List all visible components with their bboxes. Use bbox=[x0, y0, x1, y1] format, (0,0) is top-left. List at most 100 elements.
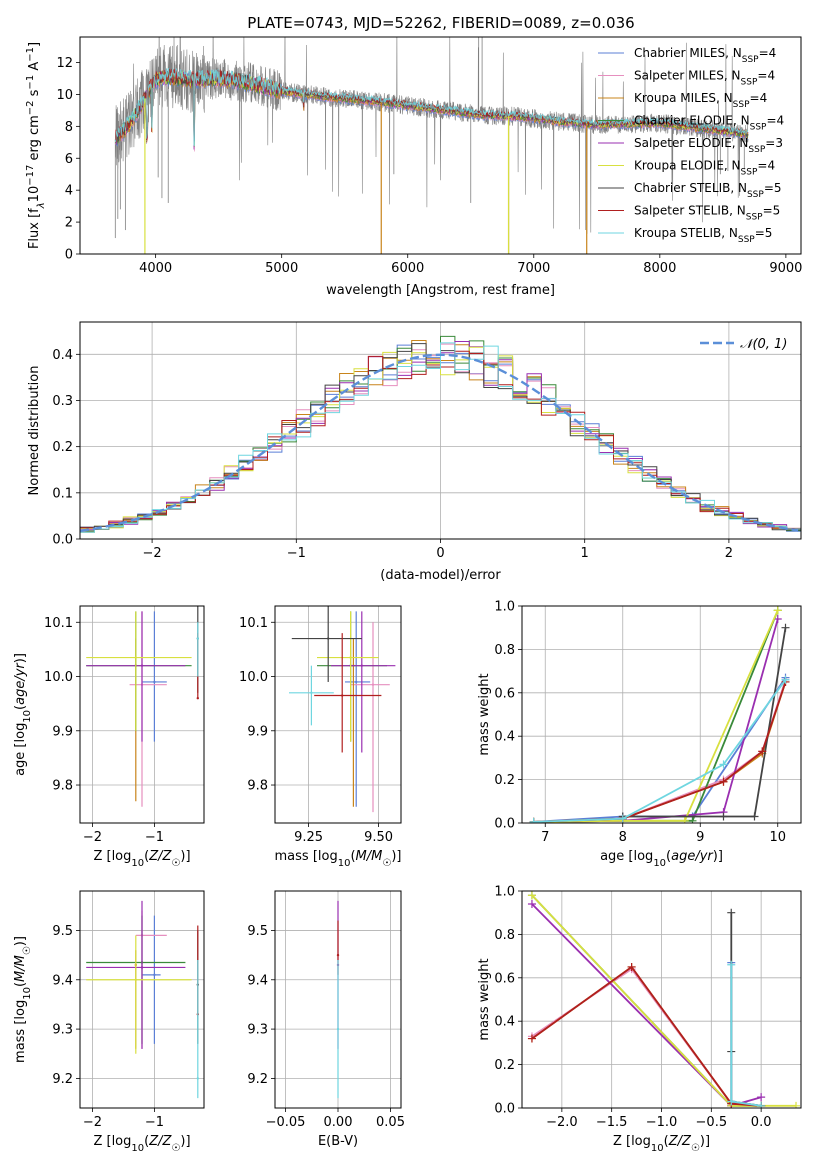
y-tick-label: 10.1 bbox=[44, 616, 73, 631]
x-axis-label-part: Z/Z bbox=[148, 849, 172, 864]
x-tick-label: 9 bbox=[696, 830, 704, 845]
legend-label-text: Chabrier MILES, N bbox=[634, 46, 742, 60]
legend-label-n: =4 bbox=[757, 159, 775, 173]
axes-frame bbox=[79, 605, 205, 824]
point-8 bbox=[310, 691, 313, 694]
y-tick-label: 0.0 bbox=[494, 817, 515, 832]
weight-marker-7 bbox=[719, 777, 728, 786]
y-axis-label-part: 10 bbox=[27, 186, 42, 203]
legend-label-2: Kroupa MILES, NSSP=4 bbox=[634, 91, 767, 110]
y-axis-label-part: )] bbox=[13, 653, 28, 663]
x-axis-label-part: ( bbox=[666, 849, 671, 864]
y-axis-label-part: age/yr bbox=[13, 662, 28, 705]
y-axis-label-part: ( bbox=[13, 982, 28, 987]
weight-marker-4 bbox=[527, 900, 536, 909]
y-tick-label: 0.4 bbox=[494, 730, 515, 745]
legend-label-0: Chabrier MILES, NSSP=4 bbox=[634, 46, 776, 65]
y-tick-label: 6 bbox=[65, 152, 73, 167]
weight-line-0 bbox=[533, 677, 787, 823]
plot-area-age_vs_Z bbox=[86, 606, 199, 807]
y-tick-label: 9.9 bbox=[247, 724, 268, 739]
y-axis-label-part: ( bbox=[13, 705, 28, 710]
panel-weight_vs_Z: −2.0 −1.5 −1.0 −0.5 0.0 0.0 0.2 0.4 0.6 0.8 1.0 Z [… bbox=[477, 885, 802, 1154]
x-axis-label-part: ☉ bbox=[382, 858, 391, 869]
x-axis-label-part: ☉ bbox=[691, 1143, 700, 1154]
y-axis-label-part: 10 bbox=[22, 710, 33, 723]
y-tick-label: 9.8 bbox=[247, 779, 268, 794]
weight-line-6 bbox=[622, 627, 787, 818]
y-tick-label: 0.1 bbox=[52, 486, 73, 501]
x-tick-label: −2 bbox=[83, 1115, 102, 1130]
point-1 bbox=[371, 683, 375, 686]
legend-label-sub: SSP bbox=[748, 145, 765, 155]
weight-marker-8 bbox=[727, 960, 736, 969]
legend-label-n: =4 bbox=[750, 91, 768, 105]
weight-line-7 bbox=[531, 965, 762, 1107]
y-tick-label: 9.5 bbox=[52, 924, 73, 939]
y-tick-label: 10.1 bbox=[239, 616, 268, 631]
y-axis-label-part: mass [log bbox=[13, 1000, 28, 1063]
x-tick-label: 2 bbox=[725, 546, 733, 561]
y-axis-label-part: A bbox=[27, 62, 42, 75]
legend-label-gauss: 𝒩(0, 1) bbox=[740, 337, 787, 352]
legend-label-6: Chabrier STELIB, NSSP=5 bbox=[634, 181, 782, 200]
x-tick-label: −0.5 bbox=[696, 1115, 728, 1130]
y-axis-label: mass weight bbox=[477, 958, 492, 1040]
point-7 bbox=[196, 697, 199, 700]
weight-line-8 bbox=[730, 964, 762, 1107]
point-5 bbox=[349, 656, 352, 659]
y-tick-label: 12 bbox=[56, 56, 73, 71]
x-tick-label: 4000 bbox=[139, 261, 172, 276]
y-tick-label: 9.9 bbox=[52, 724, 73, 739]
legend-label-n: =3 bbox=[765, 136, 783, 150]
plot-area-mass_vs_Z bbox=[86, 900, 199, 1099]
axes-frame bbox=[79, 36, 802, 255]
y-tick-label: 9.8 bbox=[52, 779, 73, 794]
axes-frame bbox=[79, 321, 802, 540]
weight-marker-8 bbox=[719, 760, 728, 769]
point-6 bbox=[327, 637, 330, 640]
weight-marker-4 bbox=[757, 1093, 766, 1102]
legend-label-sub: SSP bbox=[746, 213, 763, 223]
y-tick-label: 0.4 bbox=[52, 348, 73, 363]
x-axis-label-part: )] bbox=[180, 1134, 190, 1149]
x-axis-label-part: Z [log bbox=[93, 849, 131, 864]
legend-label-sub: SSP bbox=[742, 55, 759, 65]
legend-label-n: =5 bbox=[755, 226, 773, 240]
x-axis-label: mass [log10(M/M☉)] bbox=[275, 849, 402, 869]
legend-label-text: Chabrier ELODIE, N bbox=[634, 114, 750, 128]
y-axis-label-part: −1 bbox=[25, 75, 36, 90]
legend-label-text: Salpeter MILES, N bbox=[634, 69, 741, 83]
y-axis-label: mass weight bbox=[477, 673, 492, 755]
x-axis-label: age [log10(age/yr)] bbox=[600, 849, 723, 869]
y-axis-label: Normed distribution bbox=[27, 366, 42, 496]
weight-marker-5 bbox=[680, 816, 689, 823]
y-axis-label-part: erg cm bbox=[27, 115, 42, 164]
plot-area-weight_vs_age bbox=[529, 606, 790, 823]
weight-line-0 bbox=[730, 962, 762, 1107]
point-0 bbox=[355, 680, 358, 684]
point-4 bbox=[140, 966, 144, 969]
legend-label-sub: SSP bbox=[750, 123, 767, 133]
x-tick-label: 0 bbox=[436, 546, 444, 561]
x-axis-label-part: Z/Z bbox=[668, 1134, 692, 1149]
weight-marker-7 bbox=[758, 747, 767, 756]
legend-label-5: Kroupa ELODIE, NSSP=4 bbox=[634, 159, 775, 178]
x-axis-label: Z [log10(Z/Z☉)] bbox=[613, 1134, 710, 1154]
weight-marker-5 bbox=[527, 891, 536, 900]
x-tick-label: −2.0 bbox=[546, 1115, 578, 1130]
weight-marker-7 bbox=[527, 1034, 536, 1043]
weight-marker-8 bbox=[757, 1101, 766, 1108]
weight-marker-5 bbox=[773, 606, 782, 615]
weight-line-8 bbox=[533, 679, 787, 823]
y-tick-label: 0.8 bbox=[494, 643, 515, 658]
figure-title: PLATE=0743, MJD=52262, FIBERID=0089, z=0… bbox=[247, 14, 634, 32]
weight-marker-5 bbox=[792, 1101, 801, 1108]
x-axis-label-part: mass [log bbox=[275, 849, 338, 864]
weight-marker-8 bbox=[618, 814, 627, 823]
panel-age_vs_mass: 9.25 9.50 9.8 9.9 10.0 10.1 mass [log10(M/M☉)] bbox=[239, 605, 402, 869]
y-tick-label: 0.3 bbox=[52, 394, 73, 409]
legend-label-text: Kroupa ELODIE, N bbox=[634, 159, 741, 173]
y-tick-label: 10.0 bbox=[239, 670, 268, 685]
